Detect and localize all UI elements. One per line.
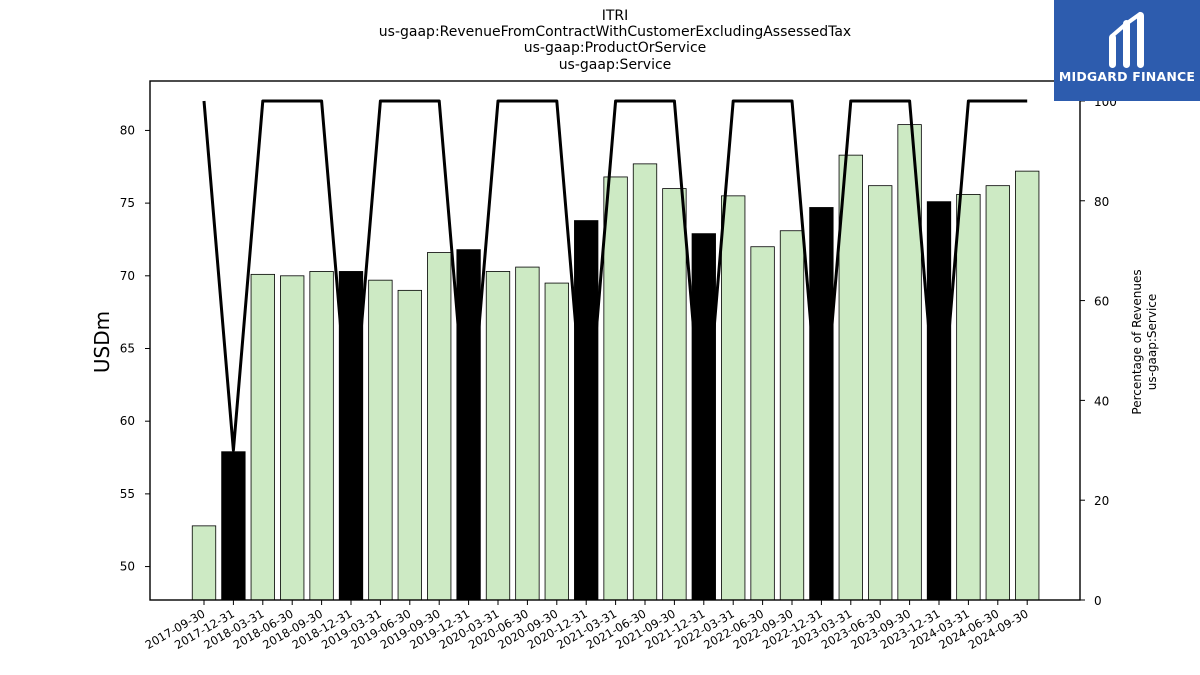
bar-2024-06-30 xyxy=(985,185,1010,601)
y2-tick-label-0: 0 xyxy=(1094,594,1102,608)
bar-2023-06-30 xyxy=(868,185,893,601)
bar-2023-12-31 xyxy=(926,201,952,601)
bar-2024-09-30 xyxy=(1015,170,1040,601)
bar-2017-12-31 xyxy=(221,451,246,601)
bar-2018-03-31 xyxy=(250,273,275,601)
bar-2023-03-31 xyxy=(838,154,863,601)
y2-tick-label-40: 40 xyxy=(1094,394,1109,408)
bar-2020-12-31 xyxy=(574,220,599,601)
bars xyxy=(191,124,1040,601)
bar-2021-09-30 xyxy=(662,188,687,601)
bar-2022-12-31 xyxy=(809,207,834,601)
bar-2021-03-31 xyxy=(603,176,628,601)
bar-2019-03-31 xyxy=(368,279,393,601)
bar-2024-03-31 xyxy=(956,193,981,601)
y2-tick-label-80: 80 xyxy=(1094,195,1109,209)
y2-axis-title-line-1: Percentage of Revenues xyxy=(1130,269,1144,414)
brand-logo: MIDGARD FINANCE xyxy=(1054,0,1200,101)
midgard-logo-icon xyxy=(1109,12,1144,68)
y-tick-label-75: 75 xyxy=(120,196,135,210)
bar-2021-12-31 xyxy=(691,233,716,601)
y-tick-label-55: 55 xyxy=(120,487,135,501)
y2-axis-title: Percentage of Revenues us-gaap:Service xyxy=(1130,269,1159,414)
bar-2022-03-31 xyxy=(721,195,746,601)
y-tick-label-65: 65 xyxy=(120,341,135,355)
logo-text: MIDGARD FINANCE xyxy=(1058,69,1196,84)
bar-2020-06-30 xyxy=(515,266,540,601)
bar-2022-09-30 xyxy=(779,230,805,601)
bar-2021-06-30 xyxy=(632,163,658,601)
bar-2020-09-30 xyxy=(544,282,569,601)
chart-title-line-1: ITRI xyxy=(602,8,629,24)
bar-2019-09-30 xyxy=(427,252,452,601)
y-axis-title: USDm xyxy=(90,311,114,373)
chart-title-line-2: us-gaap:RevenueFromContractWithCustomerE… xyxy=(379,24,851,40)
bar-2019-12-31 xyxy=(456,249,481,601)
bar-2018-09-30 xyxy=(309,271,334,601)
left-y-axis: 50 55 60 65 70 75 80 xyxy=(120,123,150,574)
bar-2022-06-30 xyxy=(750,246,775,601)
y2-tick-label-60: 60 xyxy=(1094,295,1109,309)
chart-title-line-4: us-gaap:Service xyxy=(559,57,672,73)
plot-frame xyxy=(149,80,1081,601)
y2-tick-label-20: 20 xyxy=(1094,494,1109,508)
bar-2019-06-30 xyxy=(397,289,422,601)
x-axis: 2017-09-302017-12-312018-03-312018-06-30… xyxy=(143,600,1031,652)
bar-2017-09-30 xyxy=(191,525,217,601)
y-tick-label-70: 70 xyxy=(120,269,135,283)
bar-2018-06-30 xyxy=(280,275,305,601)
percentage-line-group xyxy=(202,99,1028,452)
percentage-line xyxy=(202,99,1028,452)
y-tick-label-60: 60 xyxy=(120,414,135,428)
y-tick-label-50: 50 xyxy=(120,560,135,574)
y2-axis-title-line-2: us-gaap:Service xyxy=(1145,294,1159,391)
y-tick-label-80: 80 xyxy=(120,123,135,137)
bar-2020-03-31 xyxy=(485,271,511,601)
chart-title-line-3: us-gaap:ProductOrService xyxy=(524,40,707,56)
chart-title: ITRI us-gaap:RevenueFromContractWithCust… xyxy=(379,8,851,73)
